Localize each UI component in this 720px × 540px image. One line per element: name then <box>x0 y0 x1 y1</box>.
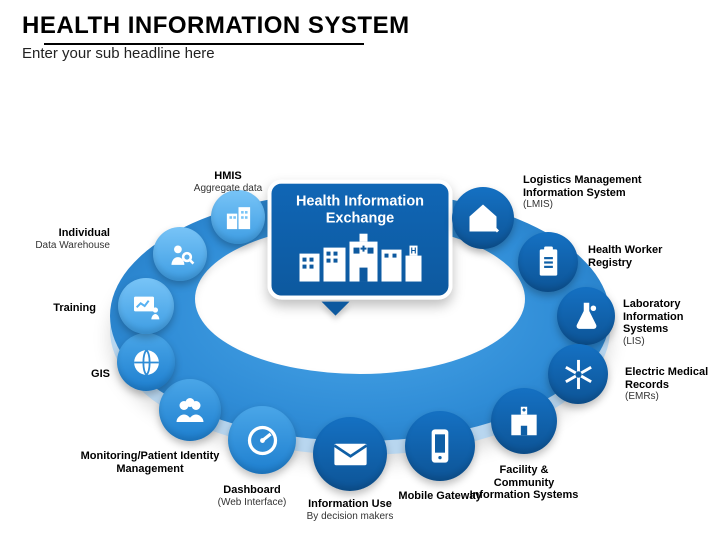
node-mobile <box>405 411 475 481</box>
node-lmis <box>452 187 514 249</box>
clipboard-icon <box>531 245 566 280</box>
phone-icon <box>420 426 460 466</box>
flask-icon <box>570 300 603 333</box>
house-search-icon <box>465 200 501 236</box>
label-hmis-title: HMIS <box>181 170 276 183</box>
node-info <box>313 417 387 491</box>
label-train: Training <box>1 302 96 315</box>
diagram-stage: Health Information Exchange H Logistics … <box>0 66 720 526</box>
node-hwr <box>518 232 578 292</box>
label-lmis: Logistics Management Information System(… <box>523 174 663 211</box>
center-hospital-icon: H <box>295 234 425 282</box>
globe-icon <box>130 346 163 379</box>
page-subtitle: Enter your sub headline here <box>22 45 698 62</box>
label-lmis-sub: (LMIS) <box>523 199 663 211</box>
label-lmis-title: Logistics Management Information System <box>523 174 663 199</box>
center-title-2: Exchange <box>272 211 449 228</box>
node-indiv <box>153 227 207 281</box>
label-lis: Laboratory Information Systems(LIS) <box>623 298 718 347</box>
label-hwr: Health Worker Registry <box>588 244 683 269</box>
label-train-title: Training <box>1 302 96 315</box>
node-emr <box>548 344 608 404</box>
node-hmis <box>211 190 265 244</box>
label-emr-title: Electric Medical Records <box>625 366 720 391</box>
label-mpim: Monitoring/Patient Identity Management <box>80 450 220 475</box>
label-info-sub: By decision makers <box>290 511 410 523</box>
label-hmis: HMISAggregate data <box>181 170 276 194</box>
label-dash-title: Dashboard <box>192 484 312 497</box>
mail-icon <box>329 433 372 476</box>
page-title: Health Information System <box>22 12 698 40</box>
chart-person-icon <box>130 290 162 322</box>
label-lis-sub: (LIS) <box>623 336 718 348</box>
label-gis-title: GIS <box>15 368 110 381</box>
node-mpim <box>159 379 221 441</box>
svg-text:H: H <box>410 247 416 256</box>
node-lis <box>557 287 615 345</box>
center-bubble: Health Information Exchange H <box>268 179 453 299</box>
label-indiv: IndividualData Warehouse <box>15 227 110 251</box>
node-dash <box>228 406 296 474</box>
label-dash-sub: (Web Interface) <box>192 497 312 509</box>
node-fcis <box>491 388 557 454</box>
person-search-icon <box>165 239 196 270</box>
label-dash: Dashboard(Web Interface) <box>192 484 312 508</box>
label-indiv-sub: Data Warehouse <box>15 240 110 252</box>
hospital-icon <box>505 402 543 440</box>
label-gis: GIS <box>15 368 110 381</box>
label-hmis-sub: Aggregate data <box>181 183 276 195</box>
label-emr-sub: (EMRs) <box>625 391 720 403</box>
users-icon <box>172 392 208 428</box>
label-emr: Electric Medical Records(EMRs) <box>625 366 720 403</box>
node-gis <box>117 333 175 391</box>
label-lis-title: Laboratory Information Systems <box>623 298 718 336</box>
label-hwr-title: Health Worker Registry <box>588 244 683 269</box>
gauge-icon <box>243 421 282 460</box>
star-of-life-icon <box>561 357 596 392</box>
node-train <box>118 278 174 334</box>
label-mpim-title: Monitoring/Patient Identity Management <box>80 450 220 475</box>
label-indiv-title: Individual <box>15 227 110 240</box>
center-title-1: Health Information <box>272 193 449 210</box>
buildings-icon <box>223 202 254 233</box>
